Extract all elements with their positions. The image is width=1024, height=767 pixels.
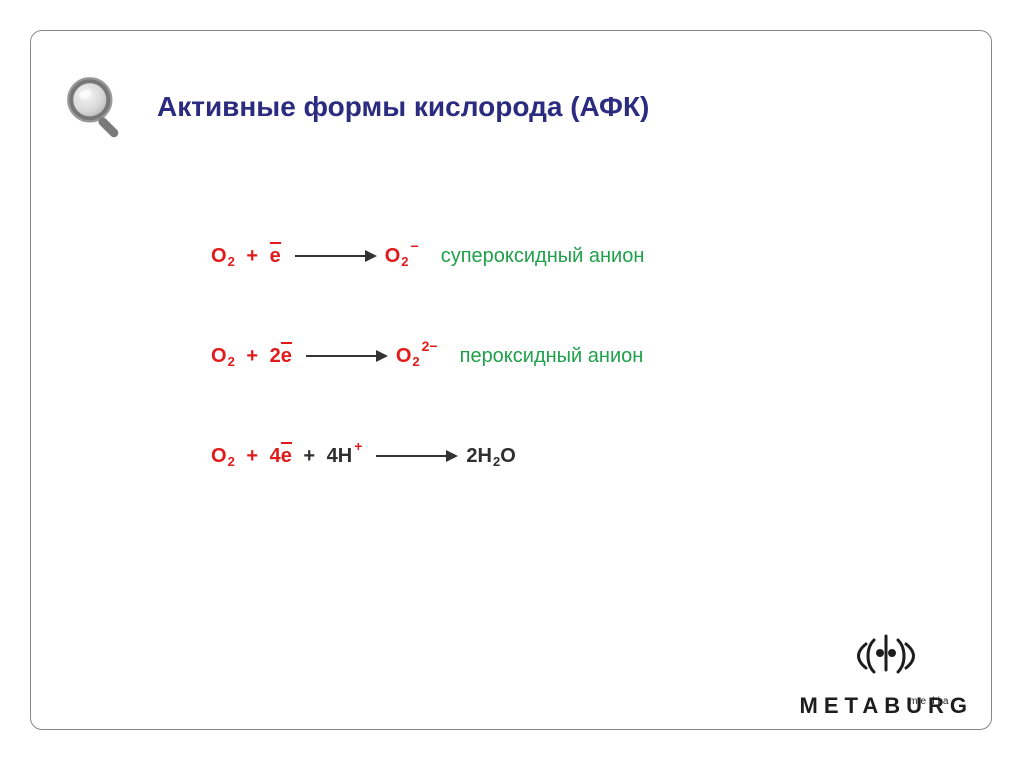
subscript: 2 xyxy=(493,454,500,469)
plus-sign: + xyxy=(241,245,264,268)
subscript: 2 xyxy=(228,354,235,369)
reaction-arrow xyxy=(376,450,458,462)
symbol-h: H xyxy=(338,445,352,468)
coefficient: 4 xyxy=(327,445,338,468)
reaction-row: O2 + 2e O22− пероксидный анион xyxy=(211,331,644,381)
reaction-label: пероксидный анион xyxy=(460,345,644,368)
reaction-row: O2 + e O2− супероксидный анион xyxy=(211,231,644,281)
plus-sign: + xyxy=(241,345,264,368)
slide-frame: Активные формы кислорода (АФК) O2 + e O2… xyxy=(30,30,992,730)
proton-term: 4H+ xyxy=(327,445,363,468)
subscript: 2 xyxy=(228,454,235,469)
symbol-o: O xyxy=(385,245,401,268)
electron-term: 2e xyxy=(270,345,292,368)
reactant-o2: O2 xyxy=(211,345,235,368)
symbol-h: H xyxy=(478,445,492,468)
symbol-o: O xyxy=(396,345,412,368)
subscript: 2 xyxy=(401,254,408,269)
reactant-o2: O2 xyxy=(211,445,235,468)
logo: media METABURG xyxy=(800,630,973,719)
logo-mark-icon xyxy=(846,630,926,680)
magnifier-icon xyxy=(61,71,133,143)
plus-sign: + xyxy=(241,445,264,468)
reaction-label: супероксидный анион xyxy=(441,245,645,268)
charge: + xyxy=(354,438,362,454)
product-water: 2H2O xyxy=(466,445,515,468)
plus-sign: + xyxy=(298,445,321,468)
coefficient: 2 xyxy=(466,445,477,468)
charge: − xyxy=(411,238,419,254)
symbol-o: O xyxy=(500,445,516,468)
reaction-row: O2 + 4e + 4H+ 2H2O xyxy=(211,431,644,481)
coefficient: 2 xyxy=(270,345,281,368)
logo-top-text: media xyxy=(844,696,1017,707)
reactions-block: O2 + e O2− супероксидный анион O2 + 2e xyxy=(211,231,644,531)
symbol-o: O xyxy=(211,245,227,268)
slide-header: Активные формы кислорода (АФК) xyxy=(61,71,649,143)
reactant-o2: O2 xyxy=(211,245,235,268)
page-title: Активные формы кислорода (АФК) xyxy=(157,91,649,123)
charge: 2− xyxy=(422,338,438,354)
coefficient: 4 xyxy=(270,445,281,468)
product-o2-2minus: O22− xyxy=(396,345,438,368)
electron-e: e xyxy=(281,445,292,468)
product-o2minus: O2− xyxy=(385,245,419,268)
symbol-o: O xyxy=(211,445,227,468)
subscript: 2 xyxy=(228,254,235,269)
electron: e xyxy=(270,245,281,268)
subscript: 2 xyxy=(412,354,419,369)
electron-e: e xyxy=(281,345,292,368)
electron-term: 4e xyxy=(270,445,292,468)
symbol-o: O xyxy=(211,345,227,368)
reaction-arrow xyxy=(295,250,377,262)
electron-e: e xyxy=(270,245,281,268)
reaction-arrow xyxy=(306,350,388,362)
